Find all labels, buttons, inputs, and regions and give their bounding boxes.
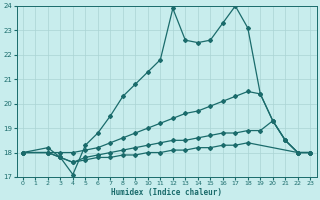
X-axis label: Humidex (Indice chaleur): Humidex (Indice chaleur) [111, 188, 222, 197]
